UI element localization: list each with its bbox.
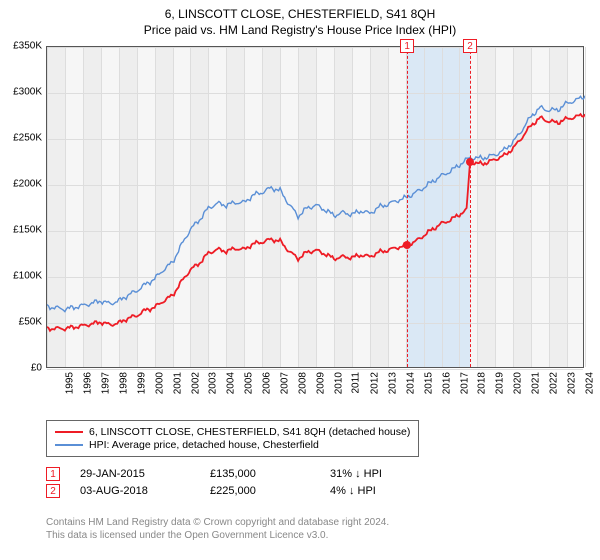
x-tick-label: 2023 — [566, 372, 577, 394]
x-tick-label: 2007 — [279, 372, 290, 394]
x-tick-label: 2000 — [154, 372, 165, 394]
x-tick-label: 2018 — [477, 372, 488, 394]
chart-card: 6, LINSCOTT CLOSE, CHESTERFIELD, S41 8QH… — [0, 0, 600, 560]
y-tick-label: £100K — [0, 271, 42, 282]
transaction-date: 29-JAN-2015 — [80, 468, 210, 480]
chart-title: 6, LINSCOTT CLOSE, CHESTERFIELD, S41 8QH… — [0, 6, 600, 38]
x-tick-label: 2015 — [423, 372, 434, 394]
transaction-row: 2 03-AUG-2018£225,0004% ↓ HPI — [46, 484, 450, 498]
legend-swatch — [55, 431, 83, 433]
gridline-h — [47, 369, 583, 370]
x-tick-label: 2021 — [531, 372, 542, 394]
x-tick-label: 1998 — [118, 372, 129, 394]
marker-line — [470, 41, 471, 367]
y-tick-label: £0 — [0, 363, 42, 374]
y-tick-label: £150K — [0, 225, 42, 236]
x-tick-label: 2020 — [513, 372, 524, 394]
legend-row: 6, LINSCOTT CLOSE, CHESTERFIELD, S41 8QH… — [55, 426, 410, 438]
legend-row: HPI: Average price, detached house, Ches… — [55, 439, 410, 451]
x-tick-label: 1996 — [82, 372, 93, 394]
x-tick-label: 2006 — [262, 372, 273, 394]
footer-line-1: Contains HM Land Registry data © Crown c… — [46, 516, 389, 529]
x-tick-label: 2022 — [548, 372, 559, 394]
legend-swatch — [55, 444, 83, 446]
transaction-delta: 4% ↓ HPI — [330, 485, 450, 497]
transaction-row: 1 29-JAN-2015£135,00031% ↓ HPI — [46, 467, 450, 481]
x-tick-label: 1997 — [100, 372, 111, 394]
marker-line — [407, 41, 408, 367]
y-tick-label: £200K — [0, 179, 42, 190]
x-tick-label: 2011 — [350, 372, 361, 394]
x-tick-label: 1999 — [136, 372, 147, 394]
series-hpi — [47, 96, 585, 312]
x-tick-label: 2019 — [495, 372, 506, 394]
legend-label: 6, LINSCOTT CLOSE, CHESTERFIELD, S41 8QH… — [89, 426, 410, 438]
chart-subtitle: Price paid vs. HM Land Registry's House … — [0, 22, 600, 38]
transaction-date: 03-AUG-2018 — [80, 485, 210, 497]
y-tick-label: £300K — [0, 87, 42, 98]
transaction-badge: 1 — [46, 467, 60, 481]
x-tick-label: 2003 — [208, 372, 219, 394]
legend: 6, LINSCOTT CLOSE, CHESTERFIELD, S41 8QH… — [46, 420, 419, 457]
transaction-badge: 2 — [46, 484, 60, 498]
transaction-price: £225,000 — [210, 485, 330, 497]
marker-badge: 2 — [463, 39, 477, 53]
transactions-table: 1 29-JAN-2015£135,00031% ↓ HPI 2 03-AUG-201… — [46, 464, 450, 501]
x-tick-label: 2002 — [190, 372, 201, 394]
x-tick-label: 2008 — [297, 372, 308, 394]
x-tick-label: 2024 — [584, 372, 595, 394]
gridline-v — [585, 47, 586, 367]
legend-label: HPI: Average price, detached house, Ches… — [89, 439, 319, 451]
x-tick-label: 2005 — [244, 372, 255, 394]
footer-line-2: This data is licensed under the Open Gov… — [46, 529, 389, 542]
x-tick-label: 2016 — [441, 372, 452, 394]
x-tick-label: 2014 — [405, 372, 416, 394]
attribution-footer: Contains HM Land Registry data © Crown c… — [46, 516, 389, 542]
x-tick-label: 2004 — [226, 372, 237, 394]
y-tick-label: £350K — [0, 41, 42, 52]
x-tick-label: 2009 — [315, 372, 326, 394]
x-tick-label: 2001 — [172, 372, 183, 394]
x-tick-label: 1995 — [64, 372, 75, 394]
transaction-delta: 31% ↓ HPI — [330, 468, 450, 480]
transaction-price: £135,000 — [210, 468, 330, 480]
x-tick-label: 2017 — [459, 372, 470, 394]
y-tick-label: £50K — [0, 317, 42, 328]
marker-badge: 1 — [400, 39, 414, 53]
x-tick-label: 2012 — [369, 372, 380, 394]
series-svg — [47, 47, 585, 369]
y-tick-label: £250K — [0, 133, 42, 144]
address-line: 6, LINSCOTT CLOSE, CHESTERFIELD, S41 8QH — [0, 6, 600, 22]
line-chart: 12 £0£50K£100K£150K£200K£250K£300K£350K1… — [46, 46, 584, 368]
x-tick-label: 2013 — [387, 372, 398, 394]
plot-area: 12 — [46, 46, 584, 368]
x-tick-label: 2010 — [333, 372, 344, 394]
